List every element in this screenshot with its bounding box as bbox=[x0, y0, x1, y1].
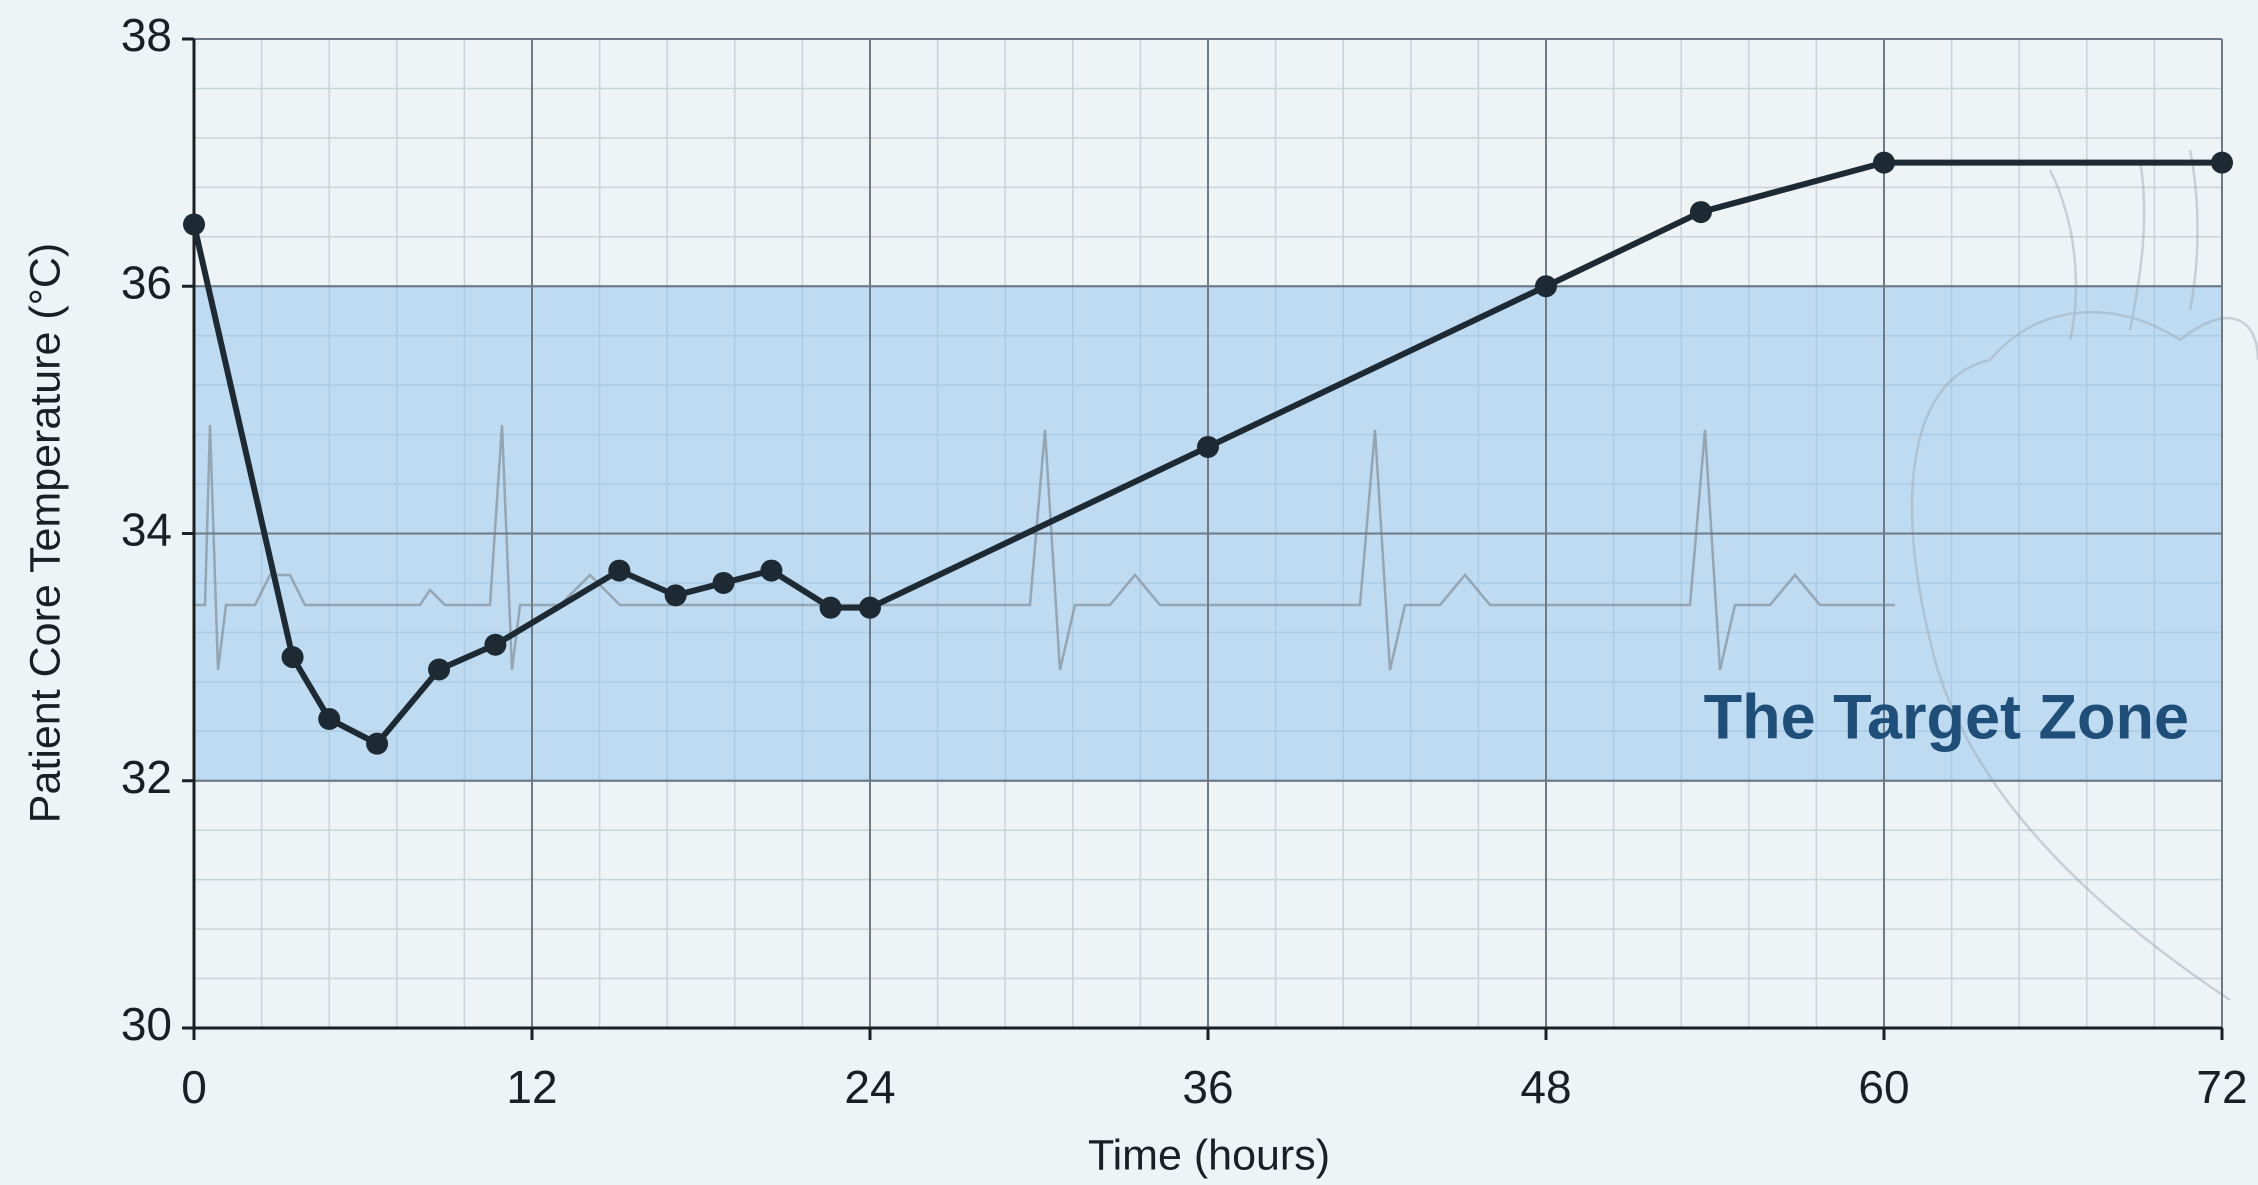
y-tick-label: 34 bbox=[121, 504, 172, 556]
plot-area: The Target Zone bbox=[183, 151, 2233, 755]
data-point bbox=[1873, 151, 1895, 174]
data-point bbox=[664, 584, 687, 607]
data-point bbox=[1535, 275, 1557, 298]
data-point bbox=[1197, 435, 1219, 458]
data-point bbox=[484, 633, 507, 656]
x-tick-label: 48 bbox=[1520, 1061, 1571, 1113]
ecg-decoration bbox=[194, 424, 1895, 671]
x-tick-label: 72 bbox=[2196, 1061, 2247, 1113]
data-point bbox=[712, 571, 735, 594]
data-point bbox=[760, 559, 783, 582]
x-tick-label: 12 bbox=[506, 1061, 557, 1113]
data-point bbox=[859, 596, 881, 619]
y-axis-title: Patient Core Temperature (°C) bbox=[21, 243, 69, 823]
data-point bbox=[366, 732, 389, 755]
y-tick-label: 38 bbox=[121, 9, 172, 61]
x-tick-label: 60 bbox=[1858, 1061, 1909, 1113]
data-point bbox=[428, 658, 451, 681]
y-tick-label: 36 bbox=[121, 256, 172, 308]
heart-decoration bbox=[1910, 149, 2258, 1002]
x-axis-title: Time (hours) bbox=[1088, 1131, 1330, 1179]
data-point bbox=[1689, 201, 1712, 224]
x-tick-label: 24 bbox=[844, 1061, 895, 1113]
data-point bbox=[183, 213, 205, 236]
data-point bbox=[819, 596, 842, 619]
y-tick-label: 30 bbox=[121, 998, 172, 1050]
major-grid: 30 32 34 36 38 0 12 24 36 48 60 72 bbox=[121, 9, 2248, 1113]
y-tick-label: 32 bbox=[121, 751, 172, 803]
target-zone-label: The Target Zone bbox=[1704, 683, 2189, 753]
data-point bbox=[318, 707, 341, 730]
data-point bbox=[281, 646, 304, 669]
data-point bbox=[608, 559, 631, 582]
x-tick-label: 36 bbox=[1182, 1061, 1233, 1113]
data-point bbox=[2211, 151, 2233, 174]
x-tick-label: 0 bbox=[181, 1061, 207, 1113]
